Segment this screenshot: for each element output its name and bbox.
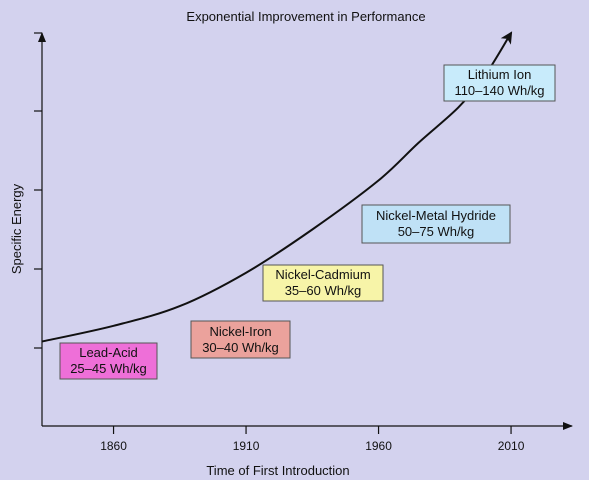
annotation-name: Nickel-Metal Hydride (376, 208, 496, 223)
x-axis-label: Time of First Introduction (206, 463, 349, 478)
annotation-name: Nickel-Cadmium (275, 267, 370, 282)
x-tick-label: 1910 (233, 439, 260, 453)
annotation-box (443, 64, 556, 102)
annotation-box (59, 342, 158, 380)
annotation-name: Lead-Acid (79, 345, 138, 360)
annotation-name: Lithium Ion (468, 67, 532, 82)
annotation-range: 110–140 Wh/kg (454, 83, 544, 98)
annotation-range: 30–40 Wh/kg (202, 340, 279, 355)
annotation-range: 50–75 Wh/kg (398, 224, 475, 239)
annotation-nickel-cadmium: Nickel-Cadmium 35–60 Wh/kg (262, 264, 384, 302)
chart-title: Exponential Improvement in Performance (186, 9, 425, 24)
annotation-box (361, 204, 511, 244)
annotation-nickel-iron: Nickel-Iron 30–40 Wh/kg (190, 320, 291, 359)
annotation-lead-acid: Lead-Acid 25–45 Wh/kg (59, 342, 158, 380)
annotation-range: 25–45 Wh/kg (70, 361, 147, 376)
x-tick-label: 1960 (365, 439, 392, 453)
y-axis-label: Specific Energy (9, 183, 24, 274)
annotation-name: Nickel-Iron (209, 324, 271, 339)
annotation-lithium-ion: Lithium Ion 110–140 Wh/kg (443, 64, 556, 102)
annotation-nickel-metal-hydride: Nickel-Metal Hydride 50–75 Wh/kg (361, 204, 511, 244)
annotation-box (190, 320, 291, 359)
annotation-box (262, 264, 384, 302)
annotation-range: 35–60 Wh/kg (285, 283, 362, 298)
x-tick-label: 1860 (100, 439, 127, 453)
x-tick-label: 2010 (498, 439, 525, 453)
